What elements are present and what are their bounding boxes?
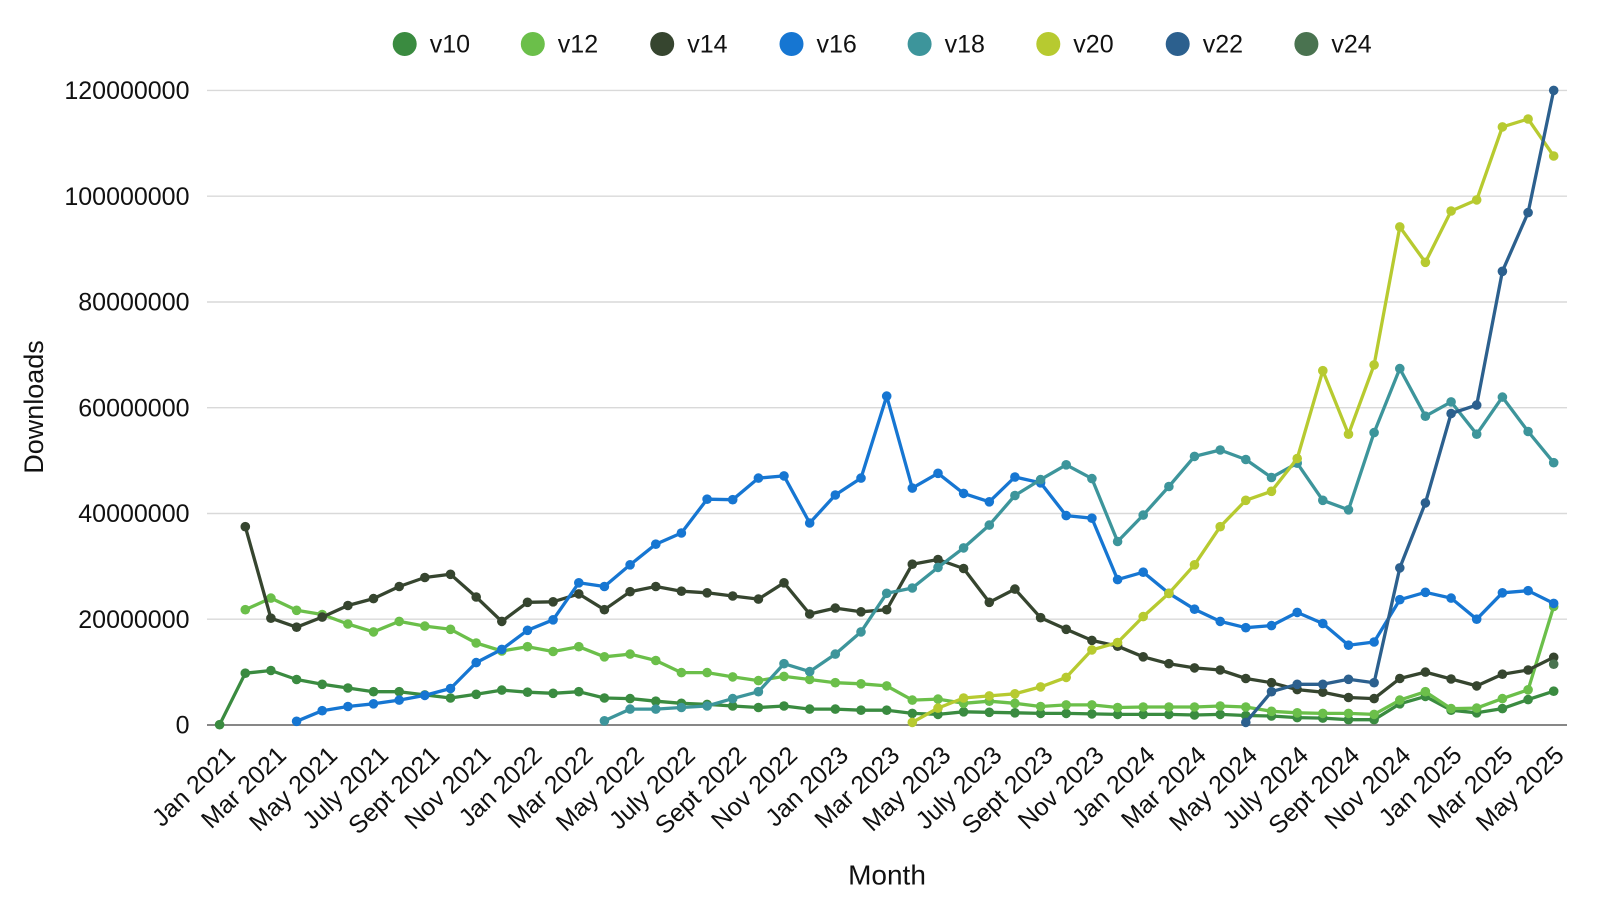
svg-text:Month: Month (848, 860, 926, 891)
svg-text:100000000: 100000000 (64, 183, 189, 211)
svg-text:20000000: 20000000 (78, 606, 189, 634)
svg-text:v12: v12 (558, 31, 598, 59)
svg-text:v10: v10 (430, 31, 470, 59)
svg-text:v22: v22 (1203, 31, 1243, 59)
svg-text:v24: v24 (1331, 31, 1371, 59)
svg-text:v20: v20 (1073, 31, 1113, 59)
svg-text:0: 0 (176, 712, 190, 740)
svg-text:60000000: 60000000 (78, 394, 189, 422)
svg-text:40000000: 40000000 (78, 500, 189, 528)
svg-text:v18: v18 (945, 31, 985, 59)
svg-text:120000000: 120000000 (64, 77, 189, 105)
svg-text:v14: v14 (687, 31, 727, 59)
svg-text:80000000: 80000000 (78, 289, 189, 317)
svg-text:v16: v16 (817, 31, 857, 59)
svg-text:Downloads: Downloads (19, 340, 49, 474)
